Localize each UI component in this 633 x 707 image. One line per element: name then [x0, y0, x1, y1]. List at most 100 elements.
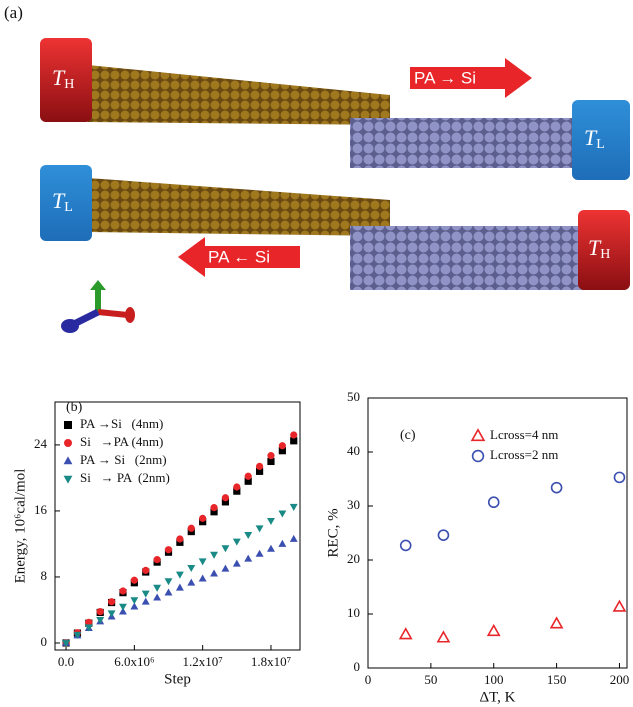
marker — [165, 589, 173, 596]
x-tick-label: 6.0x10⁶ — [114, 654, 154, 669]
marker — [222, 494, 229, 501]
y-tick-label: 0 — [41, 634, 48, 649]
marker — [119, 587, 126, 594]
legend-marker — [472, 430, 484, 441]
marker — [108, 598, 115, 605]
figure: (a) TH TL TL TH PA → Si PA ← Si 0.06.0x1… — [0, 0, 633, 707]
x-tick-label: 1.2x10⁷ — [183, 654, 223, 669]
marker — [176, 584, 184, 591]
marker — [176, 572, 184, 579]
marker — [142, 567, 149, 574]
marker — [233, 560, 241, 567]
y-tick-label: 24 — [34, 436, 48, 451]
marker — [221, 545, 229, 552]
y-tick-label: 8 — [41, 568, 48, 583]
marker — [187, 565, 195, 572]
marker — [279, 442, 286, 449]
polymer-chain — [88, 178, 390, 236]
marker — [551, 618, 562, 628]
legend-label: Lcross=4 nm — [490, 427, 558, 442]
marker — [165, 546, 172, 553]
panel-label: (b) — [66, 400, 83, 415]
legend-marker — [64, 476, 73, 484]
marker — [153, 585, 161, 592]
marker — [131, 577, 138, 584]
marker — [552, 483, 562, 493]
marker — [199, 515, 206, 522]
marker — [97, 608, 104, 615]
arrow-label: PA → Si — [414, 68, 476, 87]
marker — [614, 601, 625, 611]
marker — [290, 431, 297, 438]
marker — [256, 463, 263, 470]
marker — [119, 604, 127, 611]
marker — [278, 540, 286, 547]
marker — [614, 472, 624, 482]
legend-marker — [64, 456, 73, 464]
panel-label: (c) — [400, 428, 416, 443]
legend-label: Si →PA (4nm) — [80, 434, 163, 449]
arrow-label: PA ← Si — [208, 247, 270, 266]
x-tick-label: 50 — [424, 672, 437, 687]
y-axis-label: Energy, 10⁶cal/mol — [12, 469, 28, 584]
marker — [256, 525, 264, 532]
illustration: (a) TH TL TL TH PA → Si PA ← Si — [4, 3, 630, 333]
marker — [233, 483, 240, 490]
marker — [244, 532, 252, 539]
marker — [290, 504, 298, 511]
x-tick-label: 0 — [365, 672, 372, 687]
legend-label: Lcross=2 nm — [490, 447, 558, 462]
legend-marker — [64, 421, 72, 429]
x-axis-label: Step — [164, 671, 191, 687]
marker — [199, 558, 207, 565]
marker — [267, 545, 275, 552]
marker — [256, 550, 264, 557]
marker — [210, 570, 218, 577]
marker — [489, 497, 499, 507]
legend-label: Si → PA (2nm) — [80, 470, 170, 485]
marker — [438, 530, 448, 540]
marker — [142, 591, 150, 598]
marker — [401, 540, 411, 550]
legend-label: PA → Si (2nm) — [80, 452, 167, 467]
marker — [176, 535, 183, 542]
x-tick-label: 100 — [484, 672, 504, 687]
marker — [142, 598, 150, 605]
legend-marker — [473, 451, 484, 462]
marker — [245, 473, 252, 480]
marker — [187, 579, 195, 586]
y-tick-label: 16 — [34, 502, 48, 517]
y-tick-label: 40 — [347, 443, 360, 458]
marker — [210, 504, 217, 511]
silicon-slab — [350, 226, 585, 290]
marker — [233, 539, 241, 546]
x-tick-label: 200 — [610, 672, 630, 687]
marker — [267, 452, 274, 459]
y-tick-label: 10 — [347, 605, 360, 620]
marker — [108, 610, 116, 617]
legend-marker — [64, 439, 72, 447]
x-tick-label: 150 — [547, 672, 567, 687]
y-tick-label: 0 — [354, 659, 361, 674]
marker — [438, 632, 449, 642]
marker — [488, 626, 499, 636]
silicon-slab — [350, 118, 580, 168]
marker — [154, 556, 161, 563]
marker — [290, 535, 298, 542]
marker — [400, 629, 411, 639]
marker — [130, 597, 138, 604]
marker — [267, 518, 275, 525]
marker — [153, 593, 161, 600]
marker — [221, 565, 229, 572]
marker — [278, 511, 286, 518]
y-tick-label: 50 — [347, 389, 360, 404]
marker — [244, 555, 252, 562]
marker — [188, 525, 195, 532]
axis-triad — [61, 280, 135, 333]
x-tick-label: 1.8x10⁷ — [251, 654, 291, 669]
polymer-chain — [88, 65, 390, 125]
legend-label: PA →Si (4nm) — [80, 416, 163, 431]
marker — [165, 578, 173, 585]
y-axis-label: REC, % — [325, 508, 341, 557]
